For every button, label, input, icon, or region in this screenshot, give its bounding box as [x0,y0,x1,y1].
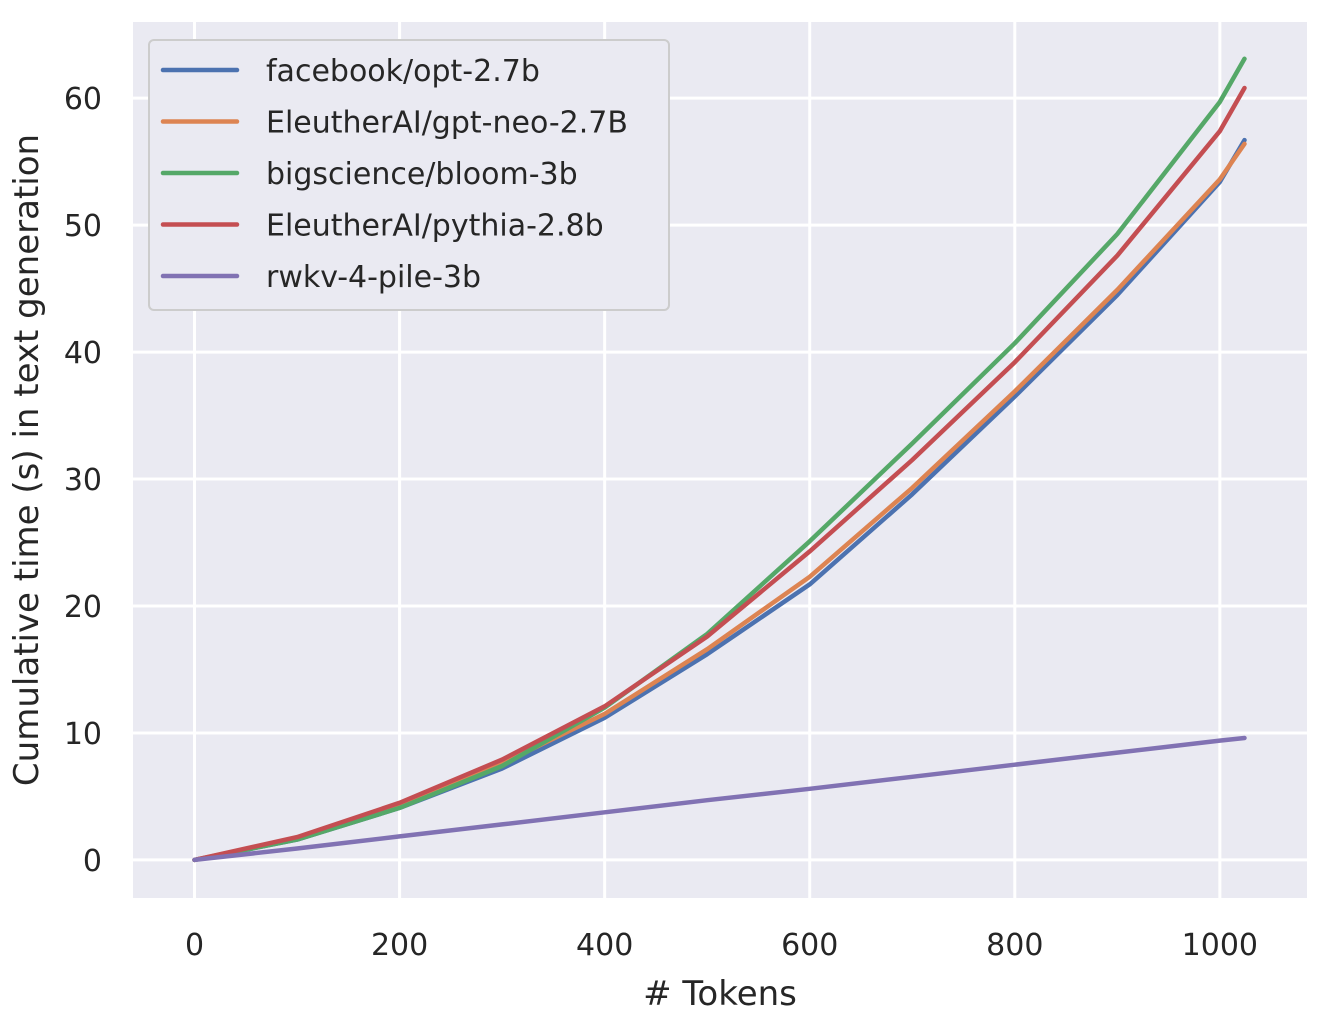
legend-label-5: rwkv-4-pile-3b [266,260,481,295]
y-tick-label: 40 [64,336,102,371]
y-tick-label: 60 [64,82,102,117]
y-tick-label: 10 [64,717,102,752]
x-tick-label: 800 [986,928,1043,963]
legend-label-3: bigscience/bloom-3b [266,157,578,192]
tick-labels: 0 200 400 600 800 1000 0 10 20 30 40 50 60 [64,82,1258,963]
y-tick-label: 0 [83,844,102,879]
series-line-3 [192,56,1247,863]
x-tick-label: 600 [781,928,838,963]
x-tick-label: 200 [371,928,428,963]
legend: facebook/opt-2.7b EleutherAI/gpt-neo-2.7B… [148,39,670,311]
x-tick-label: 1000 [1182,928,1258,963]
series-line-5 [192,735,1247,863]
x-tick-label: 400 [576,928,633,963]
y-axis-label: Cumulative time (s) in text generation [7,134,47,786]
legend-label-2: EleutherAI/gpt-neo-2.7B [266,106,628,141]
series-line-4 [192,85,1247,863]
y-tick-label: 20 [64,590,102,625]
y-tick-label: 30 [64,463,102,498]
legend-label-4: EleutherAI/pythia-2.8b [266,209,604,244]
legend-frame [148,39,670,311]
y-tick-label: 50 [64,209,102,244]
x-tick-label: 0 [185,928,204,963]
legend-label-1: facebook/opt-2.7b [266,54,540,89]
series-lines [192,56,1247,863]
x-axis-label: # Tokens [643,974,797,1014]
